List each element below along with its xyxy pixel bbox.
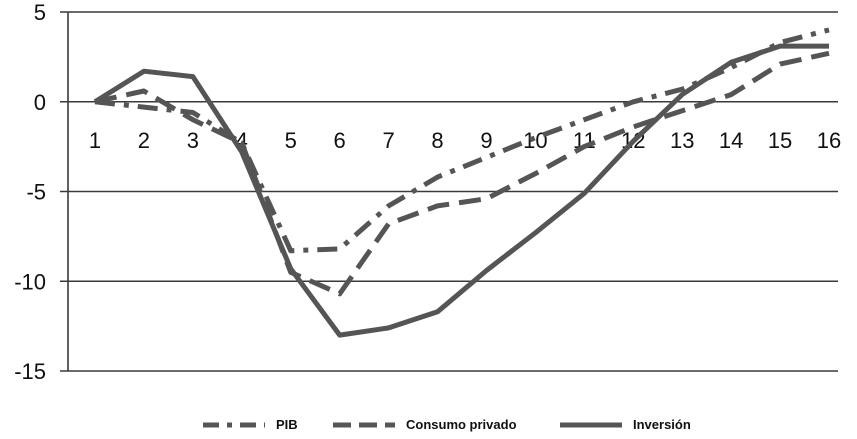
- y-tick-label: 5: [34, 0, 46, 25]
- series-lines: [93, 27, 830, 338]
- legend: PIB Consumo privado Inversión: [203, 417, 691, 432]
- y-tick-labels: 5 0 -5 -10 -15: [14, 0, 46, 384]
- x-tick-label: 16: [817, 128, 841, 153]
- x-tick-label: 13: [670, 128, 694, 153]
- series-line-1: [94, 50, 830, 297]
- x-tick-label: 3: [187, 128, 199, 153]
- y-tick-label: 0: [34, 90, 46, 115]
- x-tick-label: 9: [480, 128, 492, 153]
- y-tick-label: -15: [14, 359, 46, 384]
- x-tick-label: 14: [719, 128, 743, 153]
- x-tick-label: 7: [382, 128, 394, 153]
- legend-item: PIB: [203, 417, 298, 432]
- x-tick-label: 15: [768, 128, 792, 153]
- legend-label: Inversión: [633, 417, 691, 432]
- legend-label: Consumo privado: [406, 417, 517, 432]
- y-tick-label: -10: [14, 269, 46, 294]
- series-line-2: [93, 43, 829, 338]
- x-tick-label: 1: [89, 128, 101, 153]
- legend-item: Inversión: [560, 417, 691, 432]
- x-tick-label: 5: [285, 128, 297, 153]
- x-tick-label: 8: [431, 128, 443, 153]
- legend-item: Consumo privado: [333, 417, 517, 432]
- x-tick-label: 6: [334, 128, 346, 153]
- x-tick-labels: 1 2 3 4 5 6 7 8 9 10 11 12 13 14 15 16: [89, 128, 841, 153]
- legend-label: PIB: [276, 417, 298, 432]
- x-tick-label: 2: [138, 128, 150, 153]
- y-tick-label: -5: [26, 180, 46, 205]
